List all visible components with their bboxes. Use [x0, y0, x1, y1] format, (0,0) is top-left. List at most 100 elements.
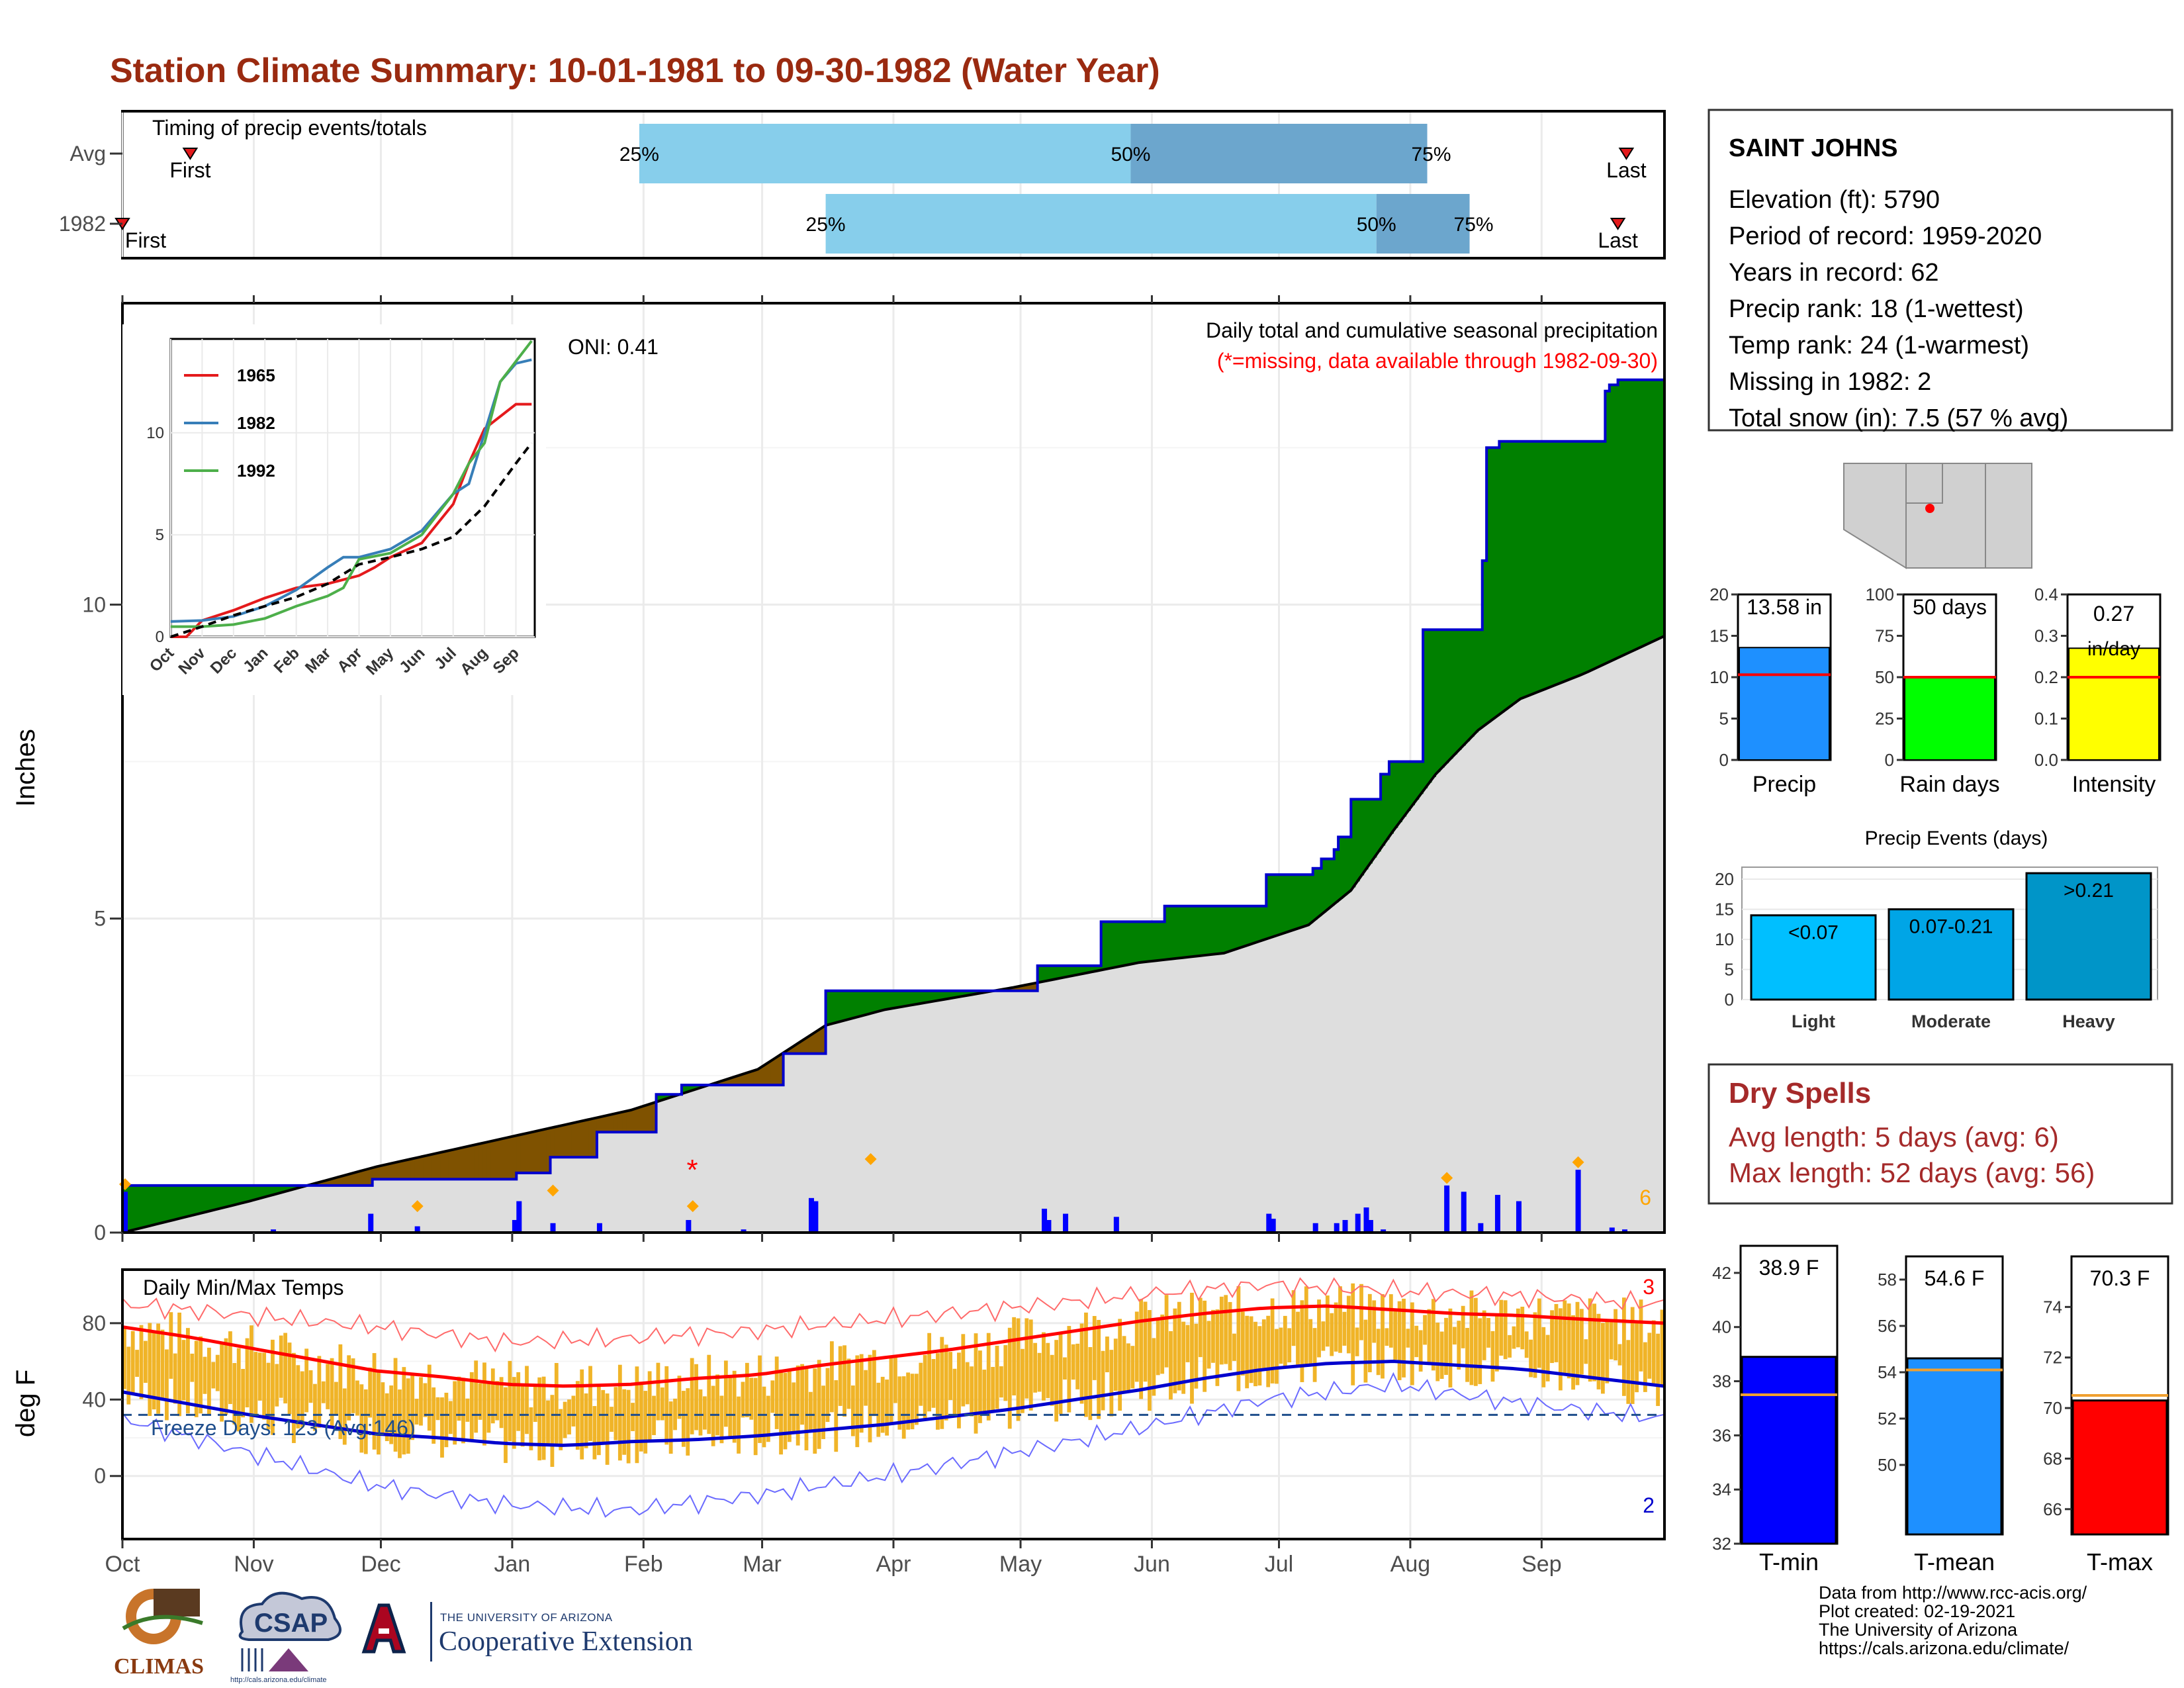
above-average-ribbon [1660, 379, 1665, 637]
temp-summary-value: 38.9 F [1759, 1256, 1819, 1280]
summary-tick-label: 75 [1875, 626, 1894, 646]
daily-temp-bar [1275, 1329, 1279, 1384]
daily-temp-bar [207, 1347, 211, 1415]
daily-precip-bar [1270, 1219, 1276, 1233]
above-average-ribbon [1173, 906, 1178, 959]
daily-temp-bar [610, 1407, 614, 1432]
daily-precip-bar [686, 1220, 692, 1233]
below-average-ribbon [631, 1109, 636, 1133]
daily-temp-bar [1639, 1299, 1643, 1372]
above-average-ribbon [944, 990, 949, 1000]
daily-temp-bar [250, 1325, 253, 1423]
precip-y-label: Inches [11, 729, 40, 807]
below-average-ribbon [617, 1112, 623, 1133]
daily-temp-bar [813, 1368, 817, 1454]
below-average-ribbon [359, 1170, 365, 1186]
month-tick-label: Mar [743, 1552, 782, 1577]
daily-temp-bar [410, 1375, 415, 1440]
daily-temp-bar [787, 1371, 792, 1442]
below-average-ribbon [550, 1127, 555, 1158]
above-average-ribbon [1651, 379, 1657, 641]
daily-temp-bar [304, 1348, 309, 1413]
below-average-ribbon [1007, 988, 1013, 991]
daily-temp-bar [156, 1323, 161, 1414]
month-tick-label: Oct [105, 1552, 140, 1577]
above-average-ribbon [1512, 441, 1517, 704]
summary-tick-label: 100 [1866, 585, 1894, 604]
above-average-ribbon [1139, 921, 1144, 962]
timing-bar-50-75 [1376, 194, 1470, 254]
summary-label: Rain days [1899, 772, 1999, 797]
timing-label-75: 75% [1454, 214, 1494, 236]
daily-temp-bar [1334, 1302, 1338, 1352]
daily-temp-bar [292, 1352, 296, 1443]
above-average-ribbon [1075, 965, 1081, 975]
station-info-line: Period of record: 1959-2020 [1729, 222, 2042, 250]
daily-temp-bar [283, 1333, 288, 1404]
daily-temp-bar [622, 1389, 627, 1455]
daily-temp-bar [1046, 1342, 1050, 1398]
daily-temp-bar [1478, 1318, 1482, 1384]
daily-precip-bar [741, 1229, 747, 1233]
above-average-ribbon [1448, 630, 1453, 759]
above-average-ribbon [940, 990, 945, 1000]
above-average-ribbon [1253, 906, 1259, 943]
daily-precip-bar [1609, 1227, 1615, 1233]
above-average-ribbon [1169, 906, 1174, 959]
above-average-ribbon [1533, 441, 1538, 693]
daily-temp-bar [1486, 1318, 1490, 1348]
above-average-ribbon [135, 1185, 140, 1229]
daily-temp-bar [457, 1376, 461, 1421]
above-average-ribbon [1494, 447, 1500, 716]
daily-temp-bar [1410, 1302, 1414, 1385]
month-tick-label: Sep [1522, 1552, 1562, 1577]
above-average-ribbon [152, 1185, 157, 1225]
station-info-line: Total snow (in): 7.5 (57 % avg) [1729, 404, 2068, 432]
month-tick-label: Jul [1265, 1552, 1293, 1577]
temp-summary-tick-label: 34 [1712, 1479, 1731, 1499]
daily-temp-bar [995, 1345, 999, 1409]
summary-bar [1904, 677, 1995, 761]
daily-temp-bar [393, 1358, 398, 1452]
events-tick-label: 10 [1715, 929, 1734, 949]
timing-row-label: 1982 [59, 212, 106, 236]
above-average-ribbon [1143, 921, 1148, 962]
above-average-ribbon [1211, 906, 1216, 955]
daily-temp-bar [1385, 1328, 1389, 1346]
above-average-ribbon [1550, 441, 1555, 686]
daily-temp-bar [1308, 1319, 1313, 1366]
above-average-ribbon [1643, 379, 1648, 645]
daily-temp-bar [719, 1395, 724, 1444]
daily-temp-bar [1592, 1303, 1596, 1382]
below-average-ribbon [622, 1111, 627, 1133]
summary-bar-charts: 0 5 10 15 20 13.58 in Precip 0 25 50 75 100 50 days R… [1709, 585, 2161, 797]
daily-temp-bar [427, 1364, 432, 1431]
station-info-line: Missing in 1982: 2 [1729, 368, 1931, 396]
daily-temp-bar [1660, 1309, 1664, 1386]
above-average-ribbon [1588, 441, 1593, 671]
above-average-ribbon [1524, 441, 1529, 696]
heavy-event-marker-icon [547, 1184, 559, 1197]
daily-temp-bar [974, 1333, 978, 1434]
below-average-ribbon [647, 1103, 653, 1133]
daily-temp-bar [308, 1370, 313, 1403]
daily-temp-bar [435, 1397, 440, 1421]
daily-temp-bar [469, 1372, 474, 1441]
below-average-ribbon [737, 1075, 742, 1086]
daily-temp-bar [923, 1354, 927, 1419]
daily-temp-bar [868, 1354, 872, 1442]
timing-label-25: 25% [619, 144, 659, 165]
daily-temp-bar [1249, 1316, 1253, 1383]
daily-temp-bar [241, 1368, 246, 1418]
daily-temp-bar [504, 1387, 508, 1464]
above-average-ribbon [232, 1185, 238, 1205]
above-average-ribbon [1046, 965, 1051, 981]
map-state-east [1985, 463, 2032, 569]
record-low-count: 2 [1643, 1493, 1655, 1517]
daily-temp-bar [461, 1378, 465, 1444]
below-average-ribbon [643, 1105, 649, 1133]
daily-temp-bar [402, 1367, 406, 1455]
daily-precip-bar [1621, 1229, 1627, 1233]
above-average-ribbon [686, 1085, 691, 1092]
daily-temp-bar [1630, 1307, 1635, 1404]
